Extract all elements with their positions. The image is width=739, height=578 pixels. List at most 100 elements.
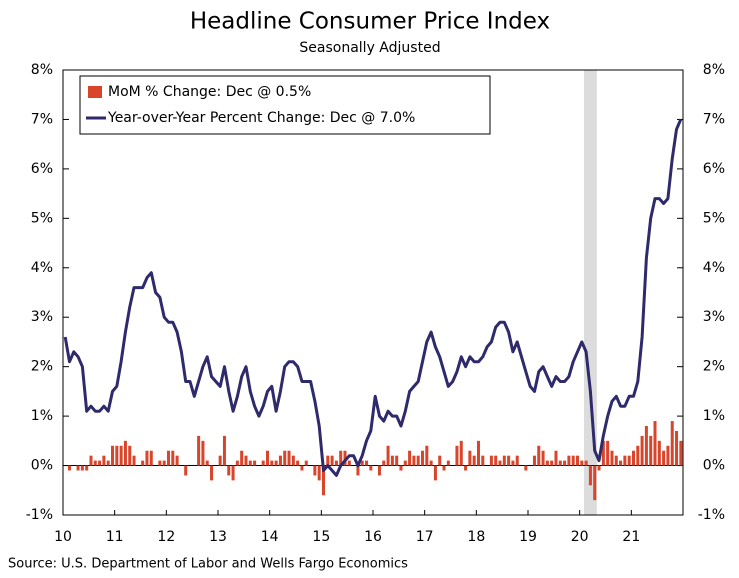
bar: [102, 455, 106, 466]
bar: [326, 455, 330, 466]
bar: [563, 460, 567, 466]
bar: [171, 450, 175, 466]
x-tick-label: 20: [571, 529, 589, 545]
y2-tick-label: 1%: [703, 408, 725, 424]
bar: [507, 455, 511, 466]
bar: [403, 460, 407, 466]
bar: [601, 440, 605, 466]
bar: [291, 455, 295, 466]
bar: [313, 465, 317, 476]
y-tick-label: 2%: [31, 359, 53, 375]
bar: [339, 450, 343, 466]
bar: [334, 460, 338, 466]
y2-tick-label: 6%: [703, 161, 725, 177]
bar: [330, 455, 334, 466]
bar: [489, 455, 493, 466]
bar: [218, 455, 222, 466]
bar: [296, 460, 300, 466]
bar: [515, 455, 519, 466]
bar: [541, 450, 545, 466]
bar: [670, 421, 674, 466]
bar: [244, 455, 248, 466]
bar: [321, 465, 325, 496]
bar: [610, 450, 614, 466]
line: [63, 118, 683, 477]
bar: [416, 455, 420, 466]
bar: [377, 465, 381, 476]
bar: [162, 460, 166, 466]
bar: [571, 455, 575, 466]
x-tick-label: 18: [467, 529, 485, 545]
bar: [421, 450, 425, 466]
chart-subtitle: Seasonally Adjusted: [299, 40, 440, 56]
bar: [481, 455, 485, 466]
bar: [347, 460, 351, 466]
bar: [111, 445, 115, 466]
bar: [184, 465, 188, 476]
bar: [666, 445, 670, 466]
bar: [425, 445, 429, 466]
bar: [550, 460, 554, 466]
bar: [619, 460, 623, 466]
bar: [106, 460, 110, 466]
bar: [128, 445, 132, 466]
y2-tick-label: 7%: [703, 111, 725, 127]
bar: [248, 460, 252, 466]
bar: [123, 440, 127, 466]
bar: [85, 465, 89, 471]
bar: [356, 465, 360, 476]
bar: [580, 460, 584, 466]
bar: [80, 465, 84, 471]
x-tick-label: 21: [622, 529, 640, 545]
bar: [653, 421, 657, 466]
y-tick-label: 6%: [31, 161, 53, 177]
x-tick-label: 16: [364, 529, 382, 545]
legend-label: Year-over-Year Percent Change: Dec @ 7.0…: [107, 110, 415, 126]
bar: [662, 450, 666, 466]
bar: [141, 460, 145, 466]
bar: [399, 465, 403, 471]
y-tick-label: 4%: [31, 260, 53, 276]
legend-box: [79, 75, 491, 135]
x-tick-label: 12: [157, 529, 175, 545]
bar: [98, 460, 102, 466]
bar: [175, 455, 179, 466]
y-tick-label: 3%: [31, 309, 53, 325]
y-tick-label: 5%: [31, 210, 53, 226]
x-tick-label: 13: [209, 529, 227, 545]
bar: [365, 460, 369, 466]
bar: [253, 460, 257, 466]
shaded-period: [583, 70, 597, 515]
bar: [210, 465, 214, 481]
x-tick-label: 19: [519, 529, 537, 545]
y2-tick-label: 4%: [703, 260, 725, 276]
bar: [459, 440, 463, 466]
bar: [498, 460, 502, 466]
bar: [631, 450, 635, 466]
bar: [270, 460, 274, 466]
plot-frame: [62, 69, 684, 516]
bar: [597, 465, 601, 471]
y-tick-label: 7%: [31, 111, 53, 127]
bar: [205, 460, 209, 466]
y2-tick-label: 2%: [703, 359, 725, 375]
bar: [657, 440, 661, 466]
bar: [429, 460, 433, 466]
bar: [576, 455, 580, 466]
bar: [464, 465, 468, 471]
x-tick-label: 17: [416, 529, 434, 545]
y-tick-label: 1%: [31, 408, 53, 424]
bar: [472, 455, 476, 466]
y2-tick-label: 0%: [703, 458, 725, 474]
bar: [408, 450, 412, 466]
bar: [588, 465, 592, 486]
bar: [235, 460, 239, 466]
bar: [390, 455, 394, 466]
bar: [360, 460, 364, 466]
bar: [369, 465, 373, 471]
bar: [494, 455, 498, 466]
bar: [558, 460, 562, 466]
bar: [606, 440, 610, 466]
bar: [593, 465, 597, 501]
